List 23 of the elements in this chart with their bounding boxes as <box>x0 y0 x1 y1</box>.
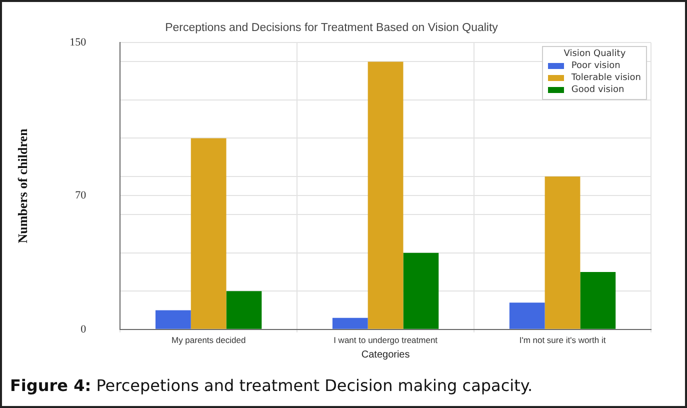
y-tick-label: 150 <box>70 36 87 48</box>
bar <box>155 310 191 329</box>
y-tick-label: 0 <box>80 323 87 336</box>
bar <box>509 302 545 329</box>
bar <box>403 252 439 329</box>
bar <box>332 318 368 329</box>
caption: Figure 4: Percepetions and treatment Decision making capacity. <box>10 376 533 395</box>
x-tick-label: I'm not sure it's worth it <box>519 334 606 345</box>
x-tick-label: I want to undergo treatment <box>334 334 438 345</box>
bar <box>544 176 580 329</box>
bar <box>190 138 226 329</box>
legend-label: Poor vision <box>571 61 620 71</box>
x-tick-label: My parents decided <box>171 334 246 345</box>
legend-label: Tolerable vision <box>571 73 641 83</box>
bar <box>226 291 262 329</box>
bar <box>580 272 616 329</box>
legend-title: Vision Quality <box>562 49 627 59</box>
bar <box>368 62 404 329</box>
x-axis-title: Categories <box>361 349 410 360</box>
chart-title: Perceptions and Decisions for Treatment Based on Vision Quality <box>165 22 498 34</box>
y-axis-title: Numbers of children <box>15 128 30 244</box>
y-tick-label: 70 <box>75 189 87 202</box>
legend-label: Good vision <box>571 85 624 95</box>
